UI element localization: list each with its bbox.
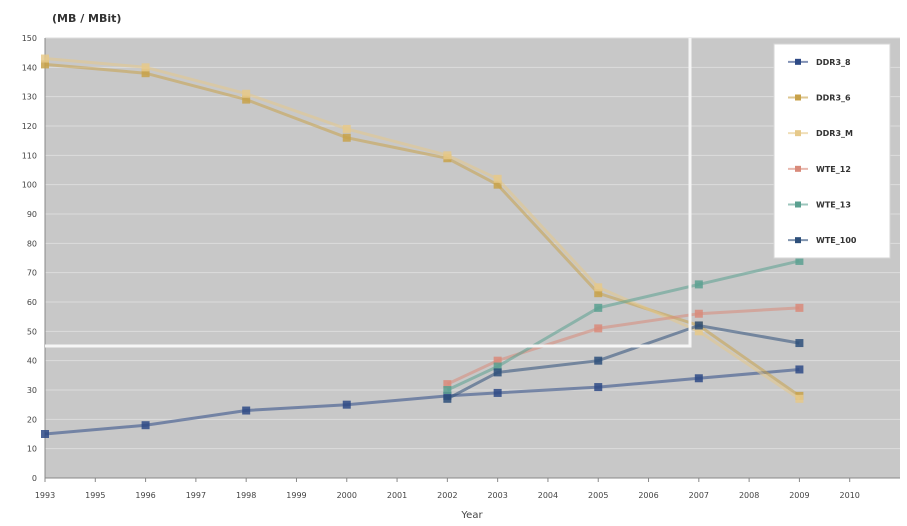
- series-WTE_100: [443, 321, 804, 403]
- point-DDR3_M-4: [443, 151, 452, 160]
- units-label: (MB / MBit): [52, 12, 121, 25]
- point-DDR3_8-1: [141, 421, 150, 430]
- legend-marker-DDR3_8: [795, 58, 801, 65]
- legend-label-WTE_12: WTE_12: [816, 165, 851, 174]
- y-tick-label-20: 20: [27, 415, 37, 424]
- point-DDR3_6-0: [41, 60, 49, 69]
- legend-label-WTE_100: WTE_100: [816, 236, 857, 245]
- legend-label-DDR3_8: DDR3_8: [816, 58, 851, 67]
- x-tick-label-9: 2003: [487, 491, 507, 500]
- point-WTE_12-1: [493, 356, 502, 365]
- x-axis-title: Year: [460, 510, 483, 521]
- point-WTE_12-3: [694, 309, 703, 318]
- x-tick-label-5: 1999: [286, 491, 306, 500]
- point-WTE_13-1: [493, 362, 502, 371]
- y-tick-label-40: 40: [27, 357, 37, 366]
- point-WTE_12-0: [443, 380, 452, 389]
- point-DDR3_8-6: [594, 383, 603, 392]
- point-DDR3_M-8: [795, 394, 804, 403]
- y-tick-label-30: 30: [27, 386, 37, 395]
- point-DDR3_M-0: [41, 54, 49, 63]
- x-tick-label-7: 2001: [387, 491, 407, 500]
- point-DDR3_8-0: [41, 430, 49, 438]
- point-WTE_13-0: [443, 386, 452, 394]
- x-axis: 1993 1995 1996 1997 1998 1999 2000 2001 2002 2003…: [35, 477, 900, 500]
- legend-label-DDR3_M: DDR3_M: [816, 129, 853, 138]
- y-tick-label-140: 140: [22, 63, 37, 72]
- y-tick-label-10: 10: [27, 445, 37, 454]
- y-tick-label-70: 70: [27, 269, 37, 278]
- x-tick-label-13: 2007: [689, 491, 709, 500]
- point-WTE_12-4: [795, 303, 804, 312]
- y-tick-label-50: 50: [27, 327, 37, 336]
- point-DDR3_8-7: [694, 374, 703, 383]
- x-tick-label-10: 2004: [538, 491, 558, 500]
- x-tick-label-4: 1998: [236, 491, 256, 500]
- point-DDR3_6-1: [141, 69, 150, 78]
- point-DDR3_M-5: [493, 174, 502, 183]
- point-WTE_100-0: [443, 394, 452, 403]
- point-WTE_13-3: [694, 280, 703, 289]
- point-DDR3_8-3: [342, 400, 351, 409]
- series-DDR3_M: [41, 54, 804, 403]
- point-WTE_100-4: [795, 339, 804, 348]
- plot-area: [45, 38, 900, 478]
- legend-marker-WTE_13: [795, 201, 801, 208]
- legend: DDR3_8 DDR3_6 DDR3_M WTE_12 WTE_13 WTE_100: [773, 43, 891, 259]
- y-tick-label-130: 130: [22, 93, 37, 102]
- point-DDR3_6-6: [594, 289, 603, 298]
- x-tick-label-2: 1996: [135, 491, 155, 500]
- point-DDR3_M-7: [694, 327, 703, 336]
- point-WTE_100-3: [694, 321, 703, 330]
- y-tick-label-60: 60: [27, 298, 37, 307]
- point-DDR3_8-2: [242, 406, 251, 415]
- point-DDR3_6-5: [493, 180, 502, 189]
- point-WTE_13-4: [795, 256, 804, 265]
- y-axis: 0 10 20 30 40 50 60 70 80 90 100 110 120 130 140 150: [22, 34, 46, 483]
- point-DDR3_M-2: [242, 89, 251, 98]
- legend-box: [773, 43, 891, 259]
- point-WTE_100-1: [493, 368, 502, 377]
- x-tick-label-0: 1993: [35, 491, 55, 500]
- y-tick-label-80: 80: [27, 239, 37, 248]
- series-layer: [41, 54, 804, 438]
- legend-marker-WTE_100: [795, 237, 801, 244]
- y-tick-label-150: 150: [22, 34, 37, 43]
- legend-label-DDR3_6: DDR3_6: [816, 94, 851, 103]
- point-DDR3_M-3: [342, 124, 351, 133]
- series-WTE_13: [443, 256, 804, 394]
- point-WTE_12-2: [594, 324, 603, 333]
- y-tick-label-100: 100: [22, 181, 37, 190]
- point-WTE_13-2: [594, 303, 603, 312]
- point-DDR3_M-6: [594, 283, 603, 292]
- legend-marker-WTE_12: [795, 165, 801, 172]
- legend-marker-DDR3_M: [795, 130, 801, 137]
- series-WTE_12: [443, 303, 804, 389]
- y-tick-label-0: 0: [32, 474, 37, 483]
- y-tick-label-120: 120: [22, 122, 37, 131]
- point-DDR3_6-2: [242, 95, 251, 104]
- y-tick-label-90: 90: [27, 210, 37, 219]
- point-DDR3_8-5: [493, 388, 502, 397]
- x-tick-label-12: 2006: [638, 491, 658, 500]
- x-tick-label-1: 1995: [85, 491, 105, 500]
- x-tick-label-16: 2010: [840, 491, 860, 500]
- point-DDR3_M-1: [141, 63, 150, 72]
- x-tick-label-11: 2005: [588, 491, 608, 500]
- x-tick-label-14: 2008: [739, 491, 759, 500]
- y-tick-label-110: 110: [22, 151, 37, 160]
- legend-marker-DDR3_6: [795, 94, 801, 101]
- highlight-frame: [45, 38, 692, 348]
- x-tick-label-15: 2009: [789, 491, 809, 500]
- point-DDR3_8-8: [795, 365, 804, 374]
- point-DDR3_6-3: [342, 133, 351, 142]
- point-WTE_100-2: [594, 356, 603, 365]
- legend-label-WTE_13: WTE_13: [816, 201, 851, 210]
- x-tick-label-8: 2002: [437, 491, 457, 500]
- x-tick-label-6: 2000: [337, 491, 357, 500]
- x-tick-label-3: 1997: [186, 491, 206, 500]
